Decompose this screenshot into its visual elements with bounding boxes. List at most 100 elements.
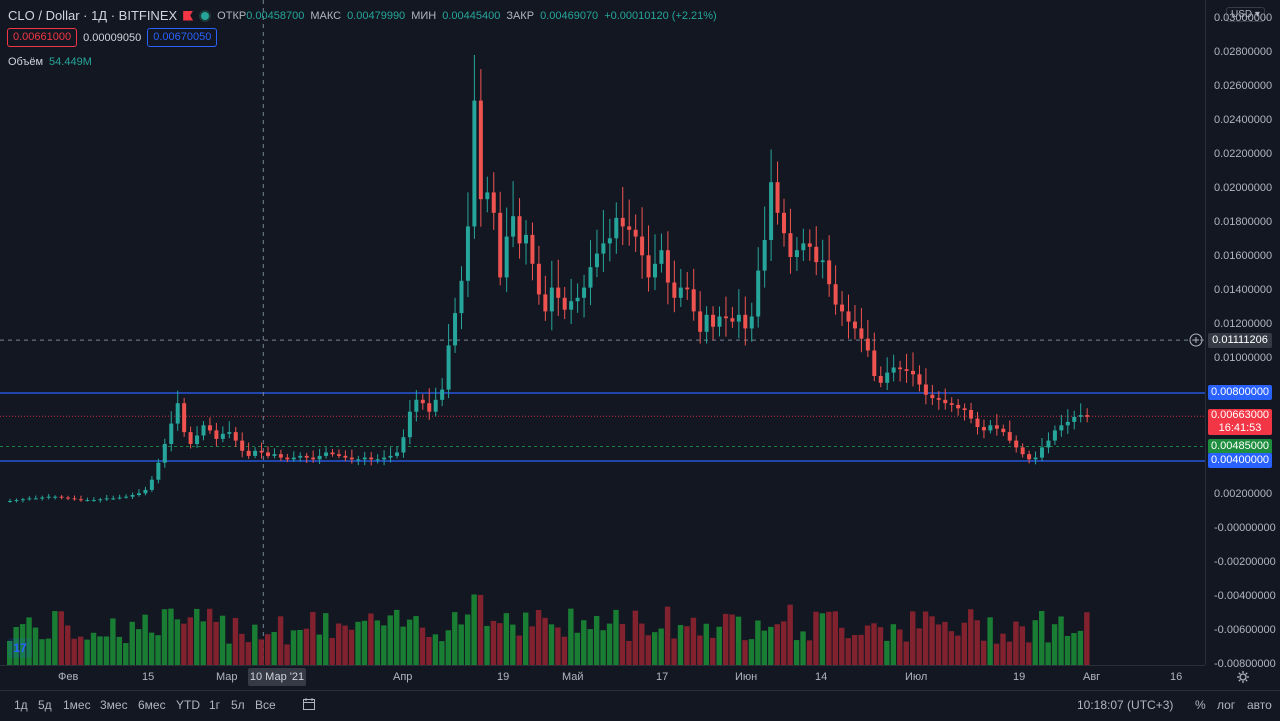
candle-body bbox=[678, 287, 683, 298]
volume-bar bbox=[342, 625, 348, 665]
plus-circle-icon[interactable] bbox=[1189, 333, 1203, 347]
candlestick-chart[interactable] bbox=[0, 0, 1205, 665]
level-mid-tag: 0.00485000 bbox=[1208, 439, 1272, 454]
volume-bar bbox=[535, 610, 542, 665]
volume-bar bbox=[664, 606, 671, 665]
candle-body bbox=[672, 282, 677, 298]
volume-bar bbox=[148, 632, 155, 665]
candle-body bbox=[1085, 415, 1090, 417]
range-5d-button[interactable]: 5д bbox=[38, 698, 52, 712]
range-3m-button[interactable]: 3мес bbox=[100, 698, 128, 712]
volume-bar bbox=[387, 615, 393, 665]
ohlc-low-label: МИН bbox=[411, 9, 437, 22]
volume-bar bbox=[155, 635, 161, 665]
candle-body bbox=[285, 457, 290, 460]
candle-body bbox=[956, 404, 961, 409]
sell-button[interactable]: 0.00661000 bbox=[7, 28, 78, 47]
volume-bar bbox=[458, 624, 464, 665]
gear-icon[interactable] bbox=[1236, 670, 1250, 684]
candle-body bbox=[111, 498, 116, 500]
candle-body bbox=[375, 459, 380, 461]
candle-body bbox=[543, 294, 548, 312]
range-1d-button[interactable]: 1д bbox=[14, 698, 28, 712]
clock-timezone[interactable]: 10:18:07 (UTC+3) bbox=[1077, 698, 1174, 712]
candle-body bbox=[936, 398, 941, 400]
volume-legend[interactable]: Объём 54.449M bbox=[8, 56, 92, 68]
candle-body bbox=[659, 250, 664, 264]
range-1y-button[interactable]: 1г bbox=[209, 698, 221, 712]
time-tick-label: 19 bbox=[497, 671, 510, 683]
volume-bar bbox=[245, 642, 252, 665]
candle-body bbox=[665, 250, 670, 283]
level-upper-tag: 0.00800000 bbox=[1208, 385, 1272, 400]
candle-body bbox=[575, 297, 580, 302]
candle-body bbox=[117, 497, 122, 499]
volume-label: Объём bbox=[8, 56, 44, 68]
time-tick-label: 14 bbox=[815, 671, 828, 683]
candle-body bbox=[549, 287, 554, 312]
volume-bar bbox=[839, 627, 845, 665]
candle-body bbox=[227, 432, 232, 434]
buy-button[interactable]: 0.00670050 bbox=[147, 28, 218, 47]
volume-bar bbox=[161, 609, 168, 665]
percent-toggle[interactable]: % bbox=[1195, 698, 1206, 712]
candle-body bbox=[859, 328, 864, 339]
chart-pane[interactable] bbox=[0, 0, 1205, 665]
volume-bar bbox=[7, 640, 13, 665]
candle-body bbox=[840, 304, 845, 312]
volume-bar bbox=[303, 628, 310, 665]
tradingview-logo[interactable]: 17 bbox=[8, 638, 32, 658]
volume-bar bbox=[671, 638, 677, 665]
candle-body bbox=[20, 499, 25, 501]
price-tick-label: -0.00200000 bbox=[1214, 556, 1276, 568]
candle-body bbox=[827, 260, 832, 285]
time-tick-label: Июн bbox=[735, 671, 758, 683]
range-1m-button[interactable]: 1мес bbox=[63, 698, 91, 712]
candle-body bbox=[349, 457, 354, 460]
symbol-title[interactable]: CLO / Dollar · 1Д · BITFINEX bbox=[8, 8, 178, 23]
crosshair-date-tag: 10 Мар '21 bbox=[248, 668, 306, 686]
candle-body bbox=[272, 454, 277, 456]
candle-body bbox=[395, 452, 399, 456]
volume-bar bbox=[877, 627, 884, 665]
volume-bar bbox=[864, 625, 871, 665]
range-all-button[interactable]: Все bbox=[255, 698, 276, 712]
trade-panel: 0.00661000 0.00009050 0.00670050 bbox=[7, 28, 218, 47]
range-5y-button[interactable]: 5л bbox=[231, 698, 245, 712]
candle-body bbox=[433, 399, 438, 412]
volume-bar bbox=[935, 624, 942, 665]
volume-bar bbox=[722, 613, 729, 665]
volume-bar bbox=[452, 612, 458, 665]
volume-bar bbox=[206, 608, 213, 665]
volume-bar bbox=[587, 629, 593, 665]
candle-body bbox=[1072, 416, 1077, 422]
volume-bar bbox=[555, 627, 561, 665]
volume-bar bbox=[45, 638, 52, 665]
candle-body bbox=[414, 399, 419, 412]
candle-body bbox=[1052, 430, 1057, 441]
candle-body bbox=[620, 217, 625, 227]
volume-bar bbox=[368, 613, 374, 665]
auto-toggle[interactable]: авто bbox=[1247, 698, 1272, 712]
volume-bar bbox=[710, 637, 716, 665]
candle-body bbox=[91, 500, 96, 502]
volume-bar bbox=[955, 635, 961, 665]
time-axis[interactable]: Фев15Мар5Апр19Май17Июн14Июл19Авг16 bbox=[0, 665, 1205, 690]
candle-body bbox=[33, 498, 38, 500]
calendar-icon[interactable] bbox=[302, 697, 316, 711]
volume-bar bbox=[851, 635, 858, 665]
log-toggle[interactable]: лог bbox=[1217, 698, 1236, 712]
volume-bar bbox=[742, 640, 748, 665]
volume-bar bbox=[32, 627, 39, 665]
currency-selector[interactable]: USD ▾ bbox=[1226, 7, 1265, 22]
candle-body bbox=[614, 217, 619, 239]
price-tick-label: 0.02200000 bbox=[1214, 148, 1273, 160]
volume-bar bbox=[168, 608, 174, 665]
range-6m-button[interactable]: 6мес bbox=[138, 698, 166, 712]
volume-bar bbox=[181, 623, 187, 665]
candle-body bbox=[814, 246, 819, 263]
range-ytd-button[interactable]: YTD bbox=[176, 698, 200, 712]
flag-icon[interactable] bbox=[183, 10, 194, 21]
volume-bar bbox=[39, 639, 45, 665]
candle-body bbox=[53, 496, 58, 498]
